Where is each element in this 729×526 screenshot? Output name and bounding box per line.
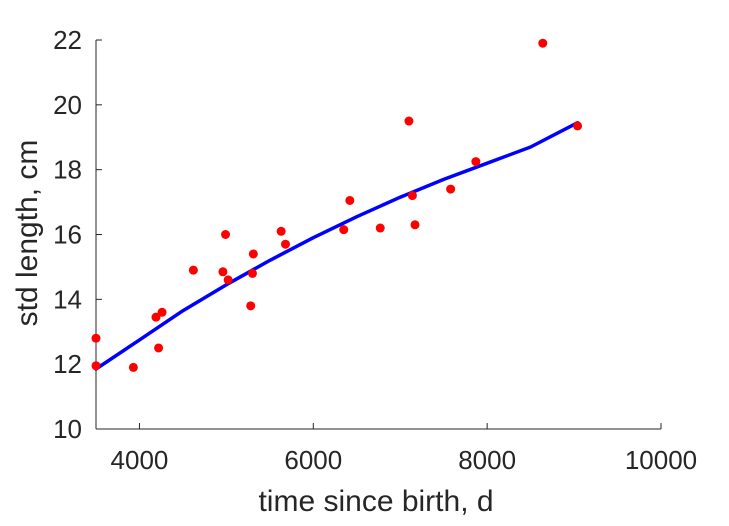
y-tick-label: 22	[53, 25, 82, 55]
y-axis-title: std length, cm	[11, 140, 44, 327]
data-point	[221, 230, 231, 239]
data-point	[248, 249, 258, 259]
data-point	[246, 301, 256, 311]
fit-line-layer	[94, 120, 580, 371]
data-point	[91, 361, 101, 371]
data-point	[188, 265, 198, 275]
data-point	[151, 312, 161, 322]
data-point	[91, 333, 101, 343]
data-point	[280, 239, 290, 249]
y-tick-label: 12	[53, 349, 82, 379]
labels-layer: time since birth, d std length, cm	[11, 140, 494, 518]
fit-curve-line	[94, 120, 580, 371]
y-tick-label: 16	[53, 220, 82, 250]
y-tick-label: 18	[53, 155, 82, 185]
x-tick-label: 8000	[458, 445, 516, 475]
x-tick-label: 4000	[111, 445, 169, 475]
y-tick-label: 10	[53, 414, 82, 444]
x-tick-label: 6000	[284, 445, 342, 475]
data-point	[128, 362, 138, 372]
x-tick-label: 10000	[625, 445, 697, 475]
x-axis-title: time since birth, d	[258, 485, 493, 518]
data-point	[375, 223, 385, 233]
data-point	[446, 184, 456, 194]
data-point	[339, 225, 349, 235]
data-point	[223, 275, 233, 285]
data-point	[247, 268, 257, 278]
axes-layer: 4000 6000 8000 10000 10 12 14 16 18 20 22	[53, 25, 697, 475]
data-point	[538, 38, 548, 48]
data-point	[345, 195, 355, 205]
data-point	[410, 220, 420, 230]
data-point	[154, 343, 164, 353]
data-point	[573, 121, 583, 131]
data-points-layer	[91, 38, 583, 372]
data-point	[407, 191, 417, 201]
data-point	[218, 267, 228, 277]
data-point	[404, 116, 414, 126]
y-tick-label: 20	[53, 90, 82, 120]
y-tick-label: 14	[53, 284, 82, 314]
data-point	[157, 307, 167, 317]
data-point	[471, 157, 481, 167]
data-point	[276, 226, 286, 236]
